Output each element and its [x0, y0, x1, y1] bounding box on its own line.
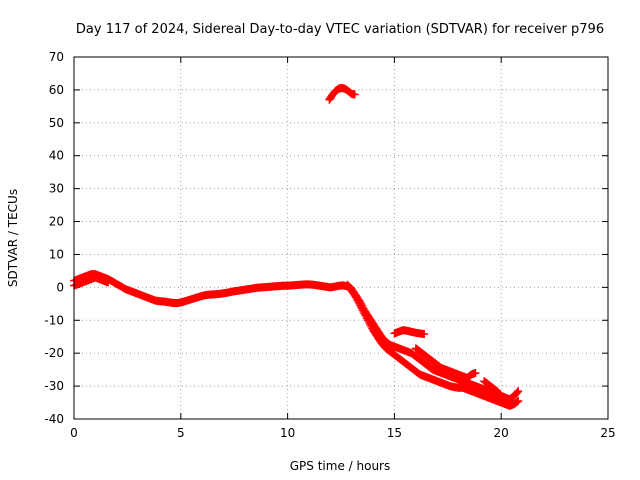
y-tick-label: -30 — [44, 379, 64, 393]
y-tick-label: 0 — [56, 280, 64, 294]
series-arc-12h — [325, 83, 359, 104]
y-tick-label: 20 — [49, 215, 64, 229]
x-tick-label: 0 — [70, 426, 78, 440]
series-branch-19h — [480, 377, 506, 400]
plot-frame — [73, 56, 609, 420]
y-tick-label: -10 — [44, 313, 64, 327]
x-tick-label: 10 — [280, 426, 295, 440]
data-point — [514, 387, 523, 396]
data-point — [513, 388, 522, 397]
data-point — [497, 391, 506, 400]
data-point — [513, 397, 522, 406]
series-upper-band — [343, 280, 523, 404]
y-axis-label: SDTVAR / TECUs — [6, 189, 20, 287]
series-main-track — [70, 270, 523, 410]
x-tick-label: 15 — [387, 426, 402, 440]
data-point — [512, 398, 521, 407]
x-axis-label: GPS time / hours — [290, 459, 391, 473]
series-branch-16h — [411, 344, 480, 382]
y-tick-label: 40 — [49, 149, 64, 163]
data-points — [70, 83, 523, 410]
series-early-band — [70, 273, 113, 290]
x-tick-label: 20 — [494, 426, 509, 440]
y-tick-label: 60 — [49, 83, 64, 97]
data-point — [104, 278, 113, 287]
data-point — [496, 390, 505, 399]
y-tick-label: 10 — [49, 247, 64, 261]
x-tick-label: 5 — [177, 426, 185, 440]
data-point — [495, 389, 504, 398]
chart-title: Day 117 of 2024, Sidereal Day-to-day VTE… — [76, 22, 604, 37]
data-point — [512, 389, 521, 398]
data-point — [420, 330, 429, 339]
x-tick-labels: 0 5 10 15 20 25 — [70, 426, 615, 440]
data-point — [514, 396, 523, 405]
y-tick-label: 70 — [49, 50, 64, 64]
data-point — [350, 90, 359, 99]
axis-ticks — [73, 56, 609, 420]
y-tick-label: -20 — [44, 346, 64, 360]
series-branch-15h — [390, 326, 429, 339]
y-tick-labels: -40 -30 -20 -10 0 10 20 30 40 50 60 70 — [44, 50, 64, 426]
x-tick-label: 25 — [600, 426, 615, 440]
data-point — [471, 368, 480, 377]
y-tick-label: 50 — [49, 116, 64, 130]
y-tick-label: -40 — [44, 412, 64, 426]
y-tick-label: 30 — [49, 182, 64, 196]
grid — [74, 57, 608, 419]
